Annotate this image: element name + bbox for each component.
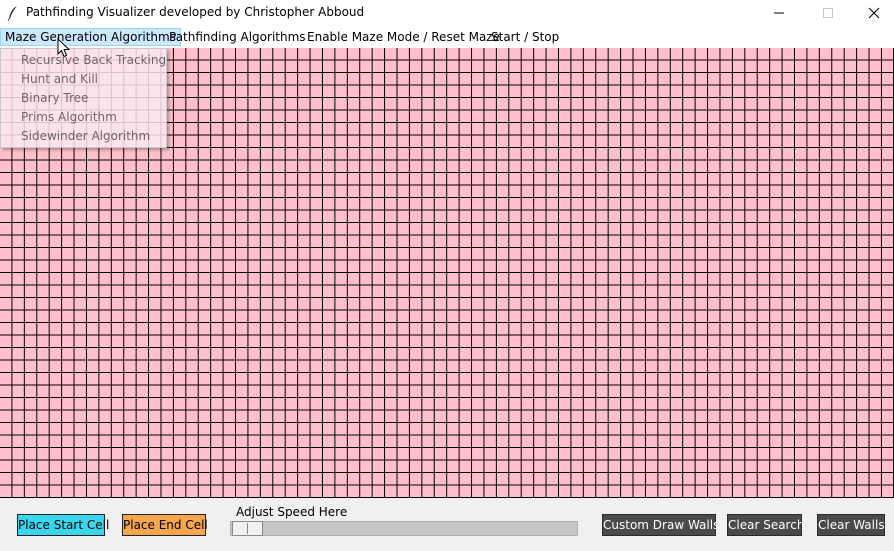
title-bar: Pathfinding Visualizer developed by Chri… xyxy=(0,0,894,26)
place-end-cell-button[interactable]: Place End Cell xyxy=(122,514,208,536)
maze-generation-dropdown: Recursive Back Tracking Hunt and Kill Bi… xyxy=(0,48,167,148)
minimize-icon xyxy=(774,12,784,14)
menu-pathfinding[interactable]: Pathfinding Algorithms xyxy=(169,30,306,44)
menu-maze-mode[interactable]: Enable Maze Mode / Reset Maze xyxy=(307,30,500,44)
custom-draw-walls-button[interactable]: Custom Draw Walls xyxy=(602,514,719,536)
dropdown-item-prims-algorithm[interactable]: Prims Algorithm xyxy=(21,110,117,124)
speed-slider-handle[interactable] xyxy=(232,521,263,536)
maximize-button[interactable] xyxy=(805,0,851,26)
speed-slider[interactable] xyxy=(230,521,578,536)
menu-maze-generation[interactable]: Maze Generation Algorithms xyxy=(0,28,181,46)
dropdown-item-hunt-and-kill[interactable]: Hunt and Kill xyxy=(21,72,99,86)
dropdown-item-recursive-back-tracking[interactable]: Recursive Back Tracking xyxy=(21,53,167,67)
clear-search-button[interactable]: Clear Search xyxy=(727,514,804,536)
control-panel: Place Start Cell Place End Cell Adjust S… xyxy=(0,498,894,551)
window-title: Pathfinding Visualizer developed by Chri… xyxy=(26,5,365,19)
menu-start-stop[interactable]: Start / Stop xyxy=(491,30,560,44)
clear-walls-button[interactable]: Clear Walls xyxy=(817,514,885,536)
dropdown-item-binary-tree[interactable]: Binary Tree xyxy=(21,91,89,105)
menu-bar: Maze Generation Algorithms Pathfinding A… xyxy=(0,26,894,48)
minimize-button[interactable] xyxy=(756,0,802,26)
speed-label: Adjust Speed Here xyxy=(236,505,348,519)
feather-icon xyxy=(7,6,17,21)
close-button[interactable] xyxy=(851,0,894,26)
place-start-cell-button[interactable]: Place Start Cell xyxy=(17,514,109,536)
maximize-icon xyxy=(823,8,833,18)
close-icon xyxy=(868,7,880,19)
mouse-cursor-icon xyxy=(57,38,71,58)
dropdown-item-sidewinder-algorithm[interactable]: Sidewinder Algorithm xyxy=(21,129,151,143)
